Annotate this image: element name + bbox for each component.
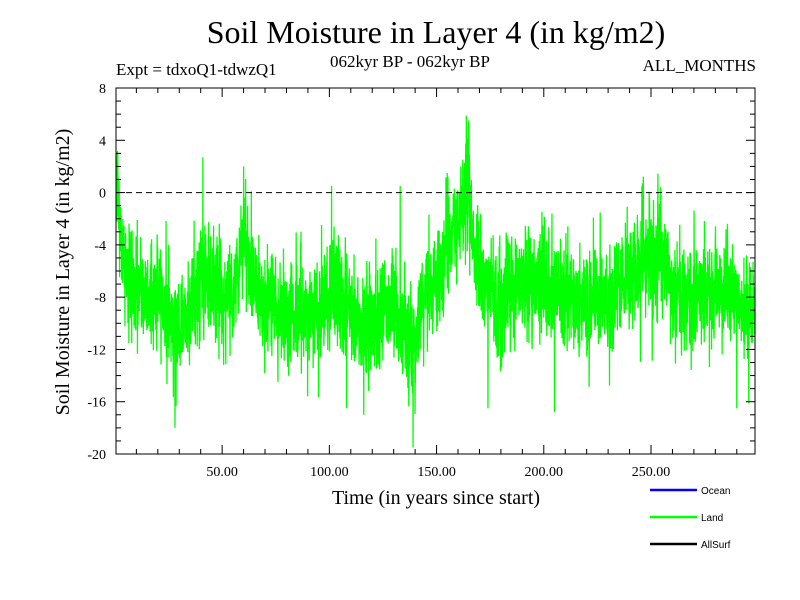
x-axis-label: Time (in years since start)	[332, 487, 540, 509]
y-axis-label: Soil Moisture in Layer 4 (in kg/m2)	[52, 129, 74, 416]
x-tick-label: 150.00	[417, 465, 456, 480]
months-label: ALL_MONTHS	[642, 56, 756, 75]
y-tick-label: -20	[87, 448, 106, 463]
y-tick-label: -12	[87, 343, 106, 358]
x-tick-label: 200.00	[525, 465, 564, 480]
legend: Ocean Land AllSurf	[650, 486, 731, 551]
y-tick-label: -16	[87, 396, 106, 411]
legend-label-ocean: Ocean	[701, 486, 730, 497]
x-tick-label: 50.00	[206, 465, 238, 480]
chart-title: Soil Moisture in Layer 4 (in kg/m2)	[206, 14, 666, 50]
y-tick-label: -4	[94, 239, 106, 254]
y-tick-label: 4	[99, 134, 106, 149]
axis-ticks: 50.00 100.00 150.00 200.00 250.00 8 4 0 -4 -8 -12 -…	[87, 82, 755, 480]
series-land-line	[115, 115, 756, 448]
x-tick-label: 250.00	[632, 465, 671, 480]
period-label: 062kyr BP - 062kyr BP	[330, 52, 490, 71]
y-tick-label: 0	[99, 187, 106, 202]
y-tick-label: -8	[94, 291, 106, 306]
series-layer	[115, 115, 756, 448]
legend-label-land: Land	[701, 513, 723, 524]
legend-label-allsurf: AllSurf	[701, 540, 731, 551]
y-tick-label: 8	[99, 82, 106, 97]
x-tick-label: 100.00	[310, 465, 349, 480]
experiment-label: Expt = tdxoQ1-tdwzQ1	[116, 60, 277, 79]
